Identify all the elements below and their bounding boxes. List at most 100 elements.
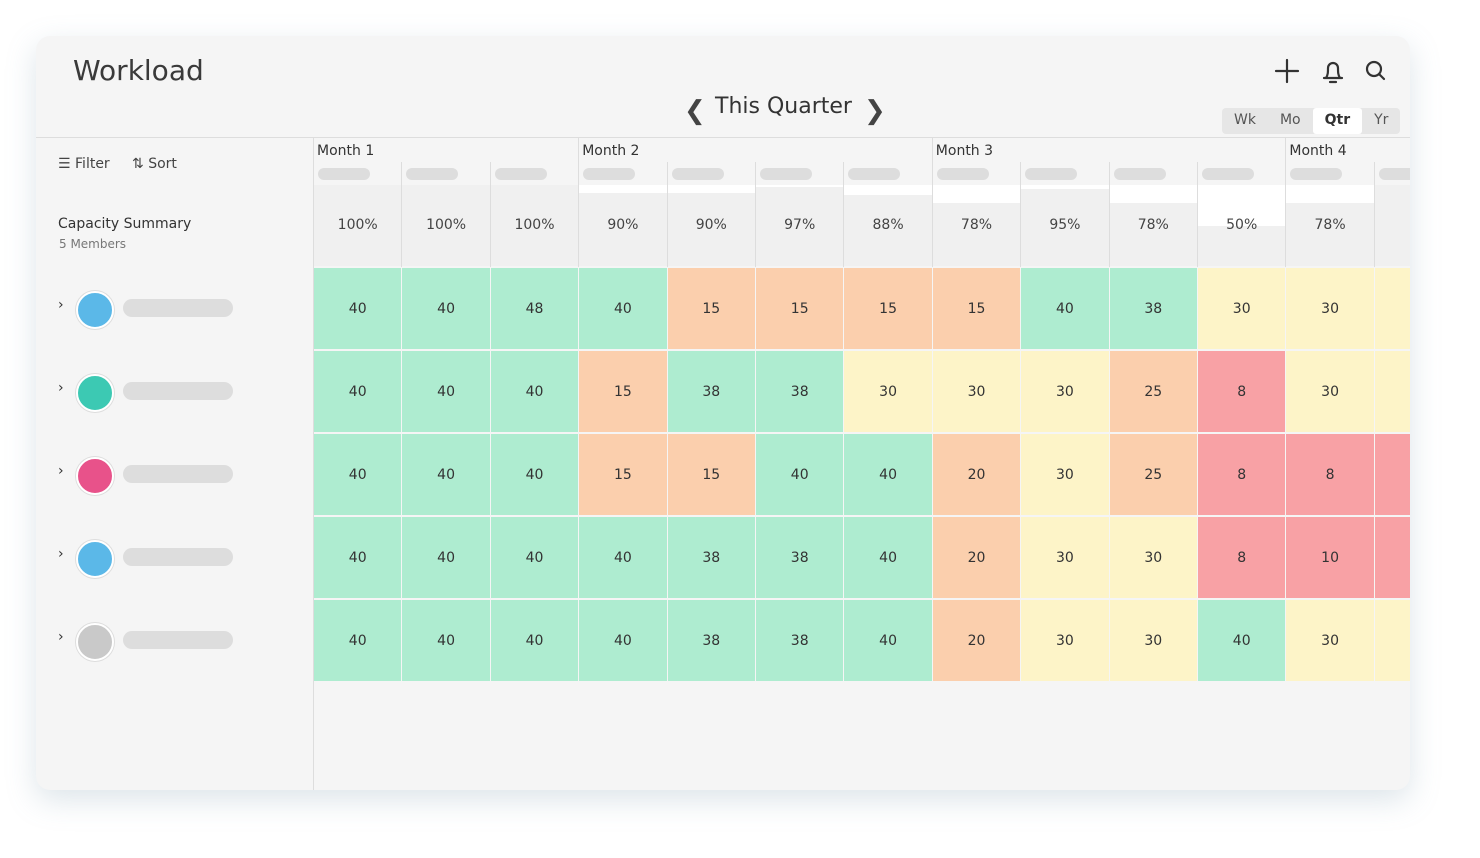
workload-cell: 30 [1109, 517, 1197, 598]
month-divider [578, 138, 580, 184]
capacity-fill [932, 202, 1021, 266]
workload-cell: 38 [756, 600, 844, 681]
capacity-label: 88% [872, 217, 904, 233]
capacity-fill [756, 187, 844, 266]
filter-button[interactable]: ☰ Filter [58, 156, 110, 172]
search-icon[interactable] [1365, 60, 1383, 78]
grid: Month 1 Month 2 Month 3 Month 4 100% 40 40 40 40… [313, 137, 1410, 790]
workload-cell: 38 [667, 600, 755, 681]
column-divider [1373, 162, 1375, 267]
capacity-label: 78% [960, 217, 993, 233]
view-switch: Wk Mo Qtr Yr [1222, 108, 1401, 134]
column-divider [843, 162, 845, 267]
workload-cell: 38 [1109, 268, 1197, 349]
month-divider [313, 138, 314, 184]
name-placeholder [123, 465, 233, 483]
workload-cell: 38 [756, 351, 844, 432]
workload-cell: 40 [844, 600, 932, 681]
capacity-cell: 100% [314, 185, 402, 266]
summary-title: Capacity Summary [58, 216, 192, 232]
expand-icon: › [58, 546, 64, 562]
date-placeholder [848, 168, 901, 180]
capacity-cell: 78% [1286, 185, 1374, 266]
next-button[interactable]: ❯ [864, 96, 886, 126]
prev-button[interactable]: ❮ [684, 96, 706, 126]
capacity-fill [1021, 189, 1109, 266]
column-divider [755, 162, 756, 267]
name-placeholder [123, 382, 233, 400]
expand-icon: › [58, 380, 64, 396]
capacity-label: 97% [784, 217, 816, 233]
page-title: Workload [73, 54, 204, 87]
sort-button[interactable]: ⇅ Sort [132, 156, 177, 172]
capacity-label: 100% [337, 217, 378, 233]
date-placeholder [1025, 168, 1078, 180]
capacity-fill [1286, 202, 1374, 266]
month-divider [1285, 138, 1287, 184]
workload-cell: 8 [1286, 434, 1374, 515]
name-placeholder [123, 299, 233, 317]
capacity-label: 90% [607, 217, 639, 233]
workload-cell: 40 [844, 517, 932, 598]
view-tab[interactable]: Yr [1374, 112, 1389, 128]
cell-stub [1374, 600, 1410, 681]
expand-icon: › [58, 297, 64, 313]
workload-cell: 38 [667, 351, 755, 432]
month-label: Month 3 [935, 143, 994, 159]
capacity-label: 95% [1049, 217, 1081, 233]
toolbar-icons [1274, 58, 1386, 84]
capacity-cell: 90% [667, 185, 755, 266]
name-placeholder [123, 631, 233, 649]
capacity-label: 100% [514, 217, 555, 233]
capacity-fill [402, 185, 490, 266]
workload-cell: 40 [844, 434, 932, 515]
capacity-cell: 95% [1021, 185, 1109, 266]
capacity-label: 100% [426, 217, 467, 233]
view-tab[interactable]: Mo [1279, 112, 1301, 128]
capacity-fill [1109, 202, 1197, 266]
sort-label: Sort [148, 156, 177, 172]
workload-cell: 40 [579, 517, 667, 598]
column-divider [931, 162, 933, 267]
capacity-cell: 50% [1198, 185, 1286, 266]
capacity-cell [1374, 185, 1410, 266]
avatar [76, 540, 114, 578]
expand-icon: › [58, 629, 64, 645]
capacity-label: 78% [1137, 217, 1169, 233]
add-icon[interactable] [1274, 58, 1300, 84]
cell-stub [1374, 351, 1410, 432]
cell-stub [1374, 517, 1410, 598]
view-tab[interactable]: Qtr [1312, 108, 1363, 134]
capacity-fill [844, 194, 932, 266]
capacity-fill [1198, 225, 1286, 266]
date-placeholder [583, 168, 636, 180]
workload-cell: 30 [1021, 600, 1109, 681]
view-tab[interactable]: Wk [1234, 112, 1256, 128]
column-divider [313, 162, 314, 267]
workload-cell: 15 [579, 351, 667, 432]
workload-cell: 40 [1198, 600, 1286, 681]
workload-cell: 30 [1021, 351, 1109, 432]
workload-cell: 40 [756, 434, 844, 515]
avatar [76, 457, 114, 495]
column-divider [666, 162, 668, 267]
date-placeholder [1202, 168, 1254, 180]
capacity-cell: 97% [756, 185, 844, 266]
filter-label: Filter [75, 156, 110, 172]
workload-cell: 30 [1109, 600, 1197, 681]
date-placeholder [494, 168, 547, 180]
workload-cell: 10 [1286, 517, 1374, 598]
workload-cell: 40 [1021, 268, 1109, 349]
avatar [76, 623, 114, 661]
workload-cell: 40 [314, 600, 402, 681]
capacity-cell: 78% [1109, 185, 1197, 266]
capacity-cell: 90% [579, 185, 667, 266]
workload-cell: 30 [1198, 268, 1286, 349]
name-placeholder [123, 548, 233, 566]
column-divider [1197, 162, 1198, 267]
cell-stub [1374, 268, 1410, 349]
month-label: Month 1 [317, 143, 375, 159]
month-label: Month 4 [1289, 143, 1347, 159]
bell-icon[interactable] [1322, 61, 1344, 84]
workload-cell: 15 [579, 434, 667, 515]
